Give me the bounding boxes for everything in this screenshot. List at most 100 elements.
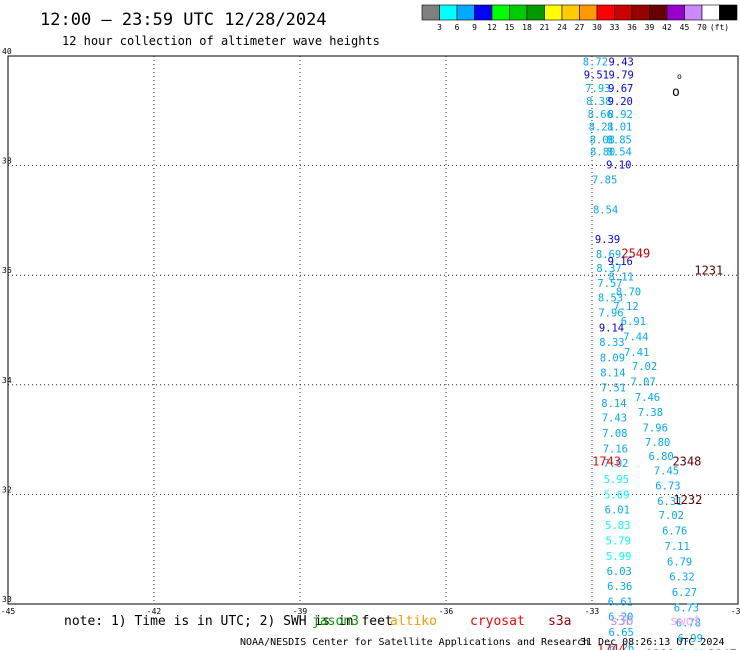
legend-swatch bbox=[701, 4, 720, 21]
wave-height-value: 7.57 bbox=[597, 278, 622, 290]
legend-swatch bbox=[631, 4, 650, 21]
wave-height-value: 8.21 bbox=[589, 122, 614, 134]
wave-height-value: 7.80 bbox=[645, 437, 670, 449]
page-title: 12:00 – 23:59 UTC 12/28/2024 bbox=[40, 10, 327, 30]
wave-height-value: 8.92 bbox=[608, 109, 633, 121]
wave-height-value: 7.44 bbox=[623, 332, 648, 344]
x-tick-label: -33 bbox=[585, 607, 600, 616]
wave-height-value: 6.20 bbox=[608, 612, 633, 624]
legend-swatch bbox=[474, 4, 493, 21]
wave-height-value: 6.76 bbox=[662, 526, 687, 538]
note-line: note: 1) Time is in UTC; 2) SWH is in fe… bbox=[64, 614, 701, 629]
legend-tick-label: 9 bbox=[472, 23, 477, 32]
pass-time-label: 2347 bbox=[708, 647, 737, 650]
x-tick-label: -30 bbox=[731, 607, 740, 616]
wave-height-value: 9.16 bbox=[608, 256, 633, 268]
wave-height-value: 8.66 bbox=[588, 109, 613, 121]
axis-ticks: -45 -42 -39 -36 -33 -30 40 38 36 34 32 30 bbox=[1, 47, 740, 616]
legend-tick-label: 15 bbox=[505, 23, 515, 32]
wave-height-value: 8.53 bbox=[598, 293, 623, 305]
wave-height-value: 5.99 bbox=[606, 551, 631, 563]
wave-height-value: 6.27 bbox=[672, 587, 697, 599]
legend-tick-label: 45 bbox=[680, 23, 690, 32]
legend-tick-label: 12 bbox=[487, 23, 497, 32]
pass-time-labels: 2549 1231 1743 2348 1232 1744 1233 2347 bbox=[592, 247, 737, 650]
wave-height-value: 6.99 bbox=[678, 633, 703, 645]
page-subtitle: 12 hour collection of altimeter wave hei… bbox=[62, 34, 380, 48]
y-tick-label: 40 bbox=[2, 47, 12, 56]
wave-height-value: 5.69 bbox=[604, 489, 629, 501]
wave-height-value: 7.41 bbox=[624, 347, 649, 359]
x-tick-label: -39 bbox=[293, 607, 308, 616]
wave-height-value: 9.43 bbox=[609, 56, 634, 68]
legend-swatch bbox=[666, 4, 685, 21]
island-marker-large: o bbox=[672, 85, 680, 100]
satellite-legend-cryosat: cryosat bbox=[470, 614, 525, 629]
pass-time-label: 1744 bbox=[597, 642, 626, 650]
legend-tick-label: 30 bbox=[592, 23, 602, 32]
legend-tick-label: 3 bbox=[437, 23, 442, 32]
map-grid bbox=[8, 56, 738, 604]
wave-height-value: 7.96 bbox=[643, 423, 668, 435]
legend-swatch bbox=[439, 4, 458, 21]
y-tick-label: 38 bbox=[2, 157, 12, 166]
legend-tick-label: 6 bbox=[455, 23, 460, 32]
legend-swatch bbox=[561, 4, 580, 21]
wave-height-value: 7.07 bbox=[630, 377, 655, 389]
wave-height-value: 8.85 bbox=[607, 134, 632, 146]
legend-swatch bbox=[509, 4, 528, 21]
wave-height-value: 8.70 bbox=[616, 287, 641, 299]
legend-tick-label: 70 bbox=[697, 23, 707, 32]
wave-height-value: 7.45 bbox=[654, 465, 679, 477]
wave-height-value: 6.32 bbox=[669, 572, 694, 584]
wave-height-value: 7.46 bbox=[635, 392, 660, 404]
legend-swatch bbox=[421, 4, 440, 21]
wave-height-value: 8.09 bbox=[600, 352, 625, 364]
wave-height-value: 7.16 bbox=[603, 443, 628, 455]
y-tick-label: 34 bbox=[2, 376, 12, 385]
wave-height-value: 6.65 bbox=[609, 627, 634, 639]
pass-time-label: 1232 bbox=[673, 493, 702, 507]
legend-swatch bbox=[684, 4, 703, 21]
legend-swatch bbox=[579, 4, 598, 21]
wave-height-value: 6.31 bbox=[657, 496, 682, 508]
wave-height-value: 7.51 bbox=[601, 383, 626, 395]
wave-height-value: 7.02 bbox=[659, 510, 684, 522]
legend-tick-label: 18 bbox=[522, 23, 532, 32]
satellite-legend-jason3: jason3 bbox=[312, 614, 359, 629]
island-marker-small: o bbox=[677, 72, 682, 81]
wave-height-value: 7.08 bbox=[602, 428, 627, 440]
x-tick-label: -42 bbox=[147, 607, 162, 616]
wave-height-value: 8.11 bbox=[609, 271, 634, 283]
color-legend: 3 6 9 12 15 18 21 24 27 30 33 36 39 42 45 70 (ft) bbox=[421, 4, 738, 32]
legend-swatch bbox=[544, 4, 563, 21]
legend-tick-label: 21 bbox=[540, 23, 550, 32]
wave-height-value: 9.67 bbox=[608, 83, 633, 95]
legend-swatch bbox=[649, 4, 668, 21]
pass-time-label: 2549 bbox=[621, 247, 650, 261]
wave-height-value: 7.02 bbox=[603, 458, 628, 470]
legend-swatch bbox=[526, 4, 545, 21]
wave-height-value: 6.26 bbox=[609, 642, 634, 650]
x-tick-label: -36 bbox=[439, 607, 454, 616]
wave-height-value: 7.93 bbox=[585, 83, 610, 95]
wave-height-value: 8.37 bbox=[596, 263, 621, 275]
satellite-legend-s3a: s3a bbox=[548, 614, 571, 629]
wave-height-value: 9.51 bbox=[584, 70, 609, 82]
wave-height-value: 8.38 bbox=[586, 96, 611, 108]
legend-swatch bbox=[596, 4, 615, 21]
wave-height-value: 7.43 bbox=[602, 413, 627, 425]
wave-height-value: 9.14 bbox=[599, 322, 624, 334]
wave-height-value: 9.79 bbox=[609, 70, 634, 82]
wave-height-value: 7.12 bbox=[613, 301, 638, 313]
wave-height-value: 8.54 bbox=[593, 204, 618, 216]
wave-height-value: 6.73 bbox=[655, 481, 680, 493]
wave-height-value: 6.91 bbox=[621, 316, 646, 328]
legend-swatch bbox=[456, 4, 475, 21]
wave-height-value: 9.10 bbox=[606, 160, 631, 172]
wave-height-value: 6.79 bbox=[667, 556, 692, 568]
legend-tick-label: 33 bbox=[610, 23, 620, 32]
pass-time-label: 2348 bbox=[672, 454, 701, 468]
